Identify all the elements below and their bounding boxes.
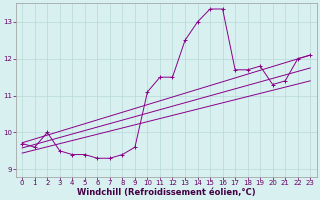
X-axis label: Windchill (Refroidissement éolien,°C): Windchill (Refroidissement éolien,°C): [77, 188, 256, 197]
